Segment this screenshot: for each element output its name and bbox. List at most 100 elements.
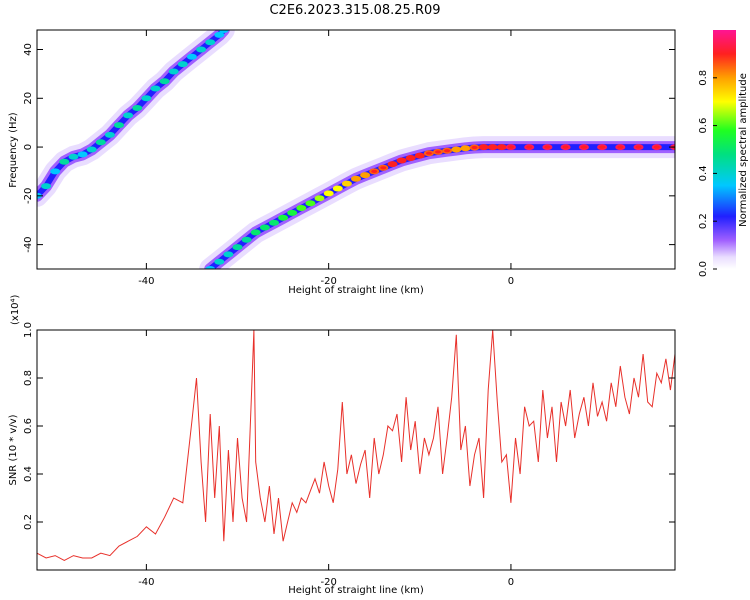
- ridge-point: [451, 146, 462, 153]
- snr-x-ticks: -40 -20 0: [138, 330, 514, 588]
- ridge-core: [526, 145, 533, 149]
- ridge-point: [159, 78, 170, 85]
- colorbar-tick-label: 0.4: [698, 165, 709, 181]
- ridge-point: [141, 95, 152, 102]
- ridge-core: [425, 151, 432, 155]
- ridge-point: [95, 139, 106, 146]
- ridge-point: [196, 46, 207, 53]
- colorbar-tick-label: 0.6: [698, 118, 709, 134]
- y-tick-label: 20: [23, 92, 34, 105]
- y-tick-label: 1.0: [23, 322, 34, 338]
- ridge-point: [351, 175, 361, 182]
- ridge-point: [259, 224, 270, 231]
- ridge-point: [59, 158, 70, 165]
- ridge-point: [341, 180, 352, 187]
- ridge-halo: [199, 136, 675, 269]
- ridge-point: [460, 145, 471, 152]
- ridge-core: [435, 150, 441, 154]
- ridge-point: [205, 39, 216, 46]
- ridge-core: [380, 166, 387, 170]
- colorbar-tick-label: 0.8: [698, 70, 709, 86]
- ridge-core: [635, 145, 642, 149]
- ridge-point: [241, 236, 252, 243]
- spectrogram-ridges: [37, 30, 675, 269]
- ridge-core: [371, 169, 378, 173]
- colorbar-tick-label: 0.0: [698, 261, 709, 277]
- ridge-core: [599, 145, 606, 149]
- ridge-point: [50, 168, 61, 175]
- colorbar-label: Normalized spectral amplitude: [738, 73, 749, 227]
- x-tick-label: 0: [508, 577, 514, 588]
- colorbar: 0.0 0.2 0.4 0.6 0.8 Normalized spectral ampl…: [698, 30, 749, 277]
- ridge-point: [205, 266, 216, 269]
- ridge-point: [360, 172, 371, 179]
- ridge-point: [218, 30, 229, 33]
- snr-panel: -40 -20 0 0.2 0.4 0.6 0.8 1.0 Height of straig…: [8, 294, 676, 596]
- ridge-core: [407, 156, 414, 160]
- ridge-core: [617, 145, 624, 149]
- spectrogram-frame: [36, 29, 676, 270]
- ridge-point: [250, 229, 261, 236]
- ridge-point: [305, 200, 316, 207]
- ridge-core: [480, 145, 487, 149]
- ridge-point: [214, 31, 225, 38]
- ridge-core: [653, 145, 660, 149]
- ridge-point: [186, 53, 197, 60]
- y-tick-label: 0.2: [23, 514, 34, 530]
- ridge-point: [296, 205, 307, 211]
- ridge-point: [68, 153, 79, 160]
- ridge-core: [507, 145, 514, 149]
- ridge-point: [104, 131, 115, 138]
- ridge-point: [123, 112, 134, 119]
- spectrogram-panel: -40 -20 0 -40 -20 0 20 40 Height of straight l…: [8, 29, 676, 296]
- ridge-point: [278, 214, 289, 221]
- ridge-core: [489, 145, 496, 149]
- ridge-point: [150, 85, 161, 92]
- x-tick-label: -20: [320, 276, 336, 287]
- y-tick-label: 0.6: [23, 418, 34, 434]
- ridge-point: [223, 251, 234, 258]
- ridge-point: [77, 151, 88, 158]
- ridge-point: [314, 195, 325, 202]
- ridge-core: [416, 154, 423, 158]
- y-tick-label: -20: [23, 188, 34, 204]
- y-tick-label: 40: [23, 43, 34, 56]
- snr-xlabel: Height of straight line (km): [288, 585, 424, 596]
- spectrogram-ylabel: Frequency (Hz): [8, 112, 19, 188]
- spectrogram-y-ticks: -40 -20 0 20 40: [23, 43, 675, 253]
- ridge-core: [444, 149, 451, 153]
- ridge-point: [332, 185, 343, 192]
- colorbar-gradient: [713, 30, 736, 269]
- y-tick-label: 0: [23, 144, 34, 150]
- ridge-core: [389, 162, 396, 166]
- ridge-point: [41, 183, 52, 190]
- ridge-edge: [37, 30, 227, 199]
- snr-series-line: [37, 330, 675, 561]
- spectrogram-x-ticks: -40 -20 0: [138, 30, 514, 287]
- colorbar-tick-label: 0.2: [698, 213, 709, 229]
- snr-ylabel: SNR (10 * v/v): [8, 414, 19, 485]
- snr-frame: [36, 329, 676, 571]
- ridge-core: [498, 145, 505, 149]
- snr-y-ticks: 0.2 0.4 0.6 0.8 1.0: [23, 322, 675, 530]
- x-tick-label: -40: [138, 276, 154, 287]
- y-tick-label: 0.4: [23, 466, 34, 482]
- ridge-point: [114, 122, 124, 129]
- colorbar-ticks: 0.0 0.2 0.4 0.6 0.8: [698, 70, 717, 277]
- ridge-core: [398, 158, 405, 163]
- ridge-point: [132, 105, 143, 111]
- x-tick-label: -20: [320, 577, 336, 588]
- snr-multiplier: (x10⁴): [10, 294, 21, 325]
- ridge-core: [562, 145, 569, 149]
- ridge-point: [86, 146, 97, 153]
- spectrogram-xlabel: Height of straight line (km): [288, 285, 424, 296]
- ridge-core: [544, 145, 551, 149]
- ridge-point: [177, 61, 188, 68]
- y-tick-label: -40: [23, 236, 34, 252]
- ridge-point: [232, 244, 243, 251]
- ridge-point: [214, 258, 225, 265]
- chart-title: C2E6.2023.315.08.25.R09: [269, 3, 440, 18]
- ridge-core: [471, 145, 478, 150]
- ridge-core: [580, 145, 587, 149]
